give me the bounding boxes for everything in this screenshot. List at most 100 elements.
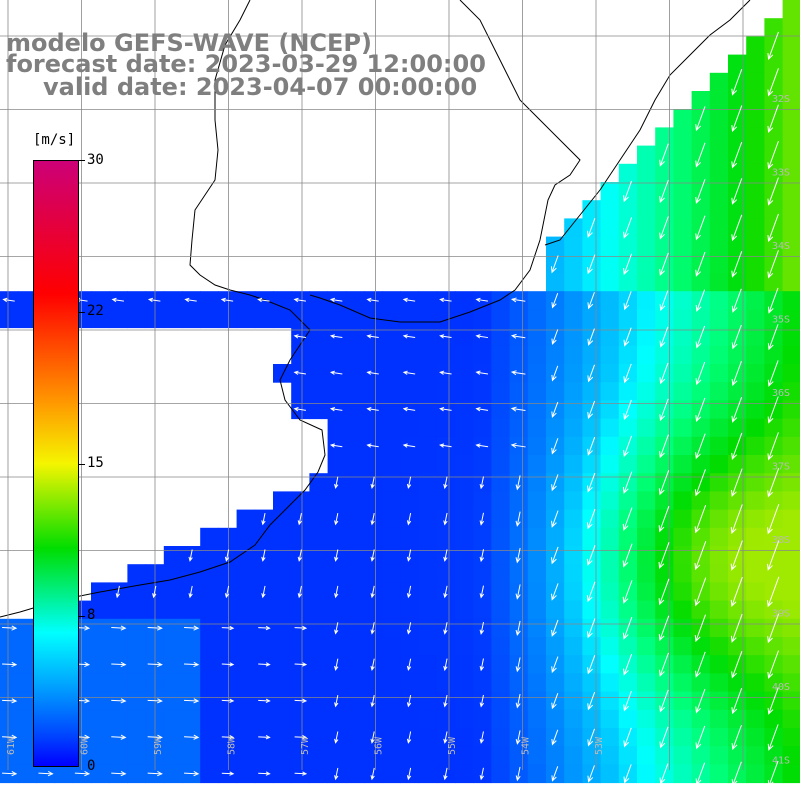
wind-cell bbox=[564, 236, 583, 256]
wind-cell bbox=[91, 673, 110, 693]
wind-arrow bbox=[731, 250, 743, 278]
wind-arrow bbox=[695, 142, 706, 168]
wind-cell bbox=[436, 527, 456, 547]
wind-cell bbox=[637, 345, 656, 365]
wind-cell bbox=[273, 309, 292, 329]
wind-cell bbox=[455, 764, 474, 784]
wind-cell bbox=[600, 655, 620, 674]
wind-cell bbox=[564, 455, 583, 474]
wind-cell bbox=[600, 546, 620, 565]
wind-cell bbox=[546, 491, 565, 511]
wind-cell bbox=[691, 709, 711, 729]
wind-cell bbox=[564, 382, 583, 401]
wind-cell bbox=[746, 218, 765, 238]
wind-cell bbox=[418, 291, 438, 310]
wind-cell bbox=[163, 728, 183, 747]
wind-cell bbox=[782, 509, 800, 529]
wind-cell bbox=[400, 600, 420, 620]
wind-arrow bbox=[659, 689, 669, 713]
wind-arrow bbox=[406, 549, 412, 562]
wind-cell bbox=[273, 728, 292, 747]
title-valid-date: valid date: 2023-04-07 00:00:00 bbox=[43, 73, 478, 101]
wind-arrow bbox=[402, 370, 416, 375]
wind-arrow bbox=[731, 69, 743, 96]
colorbar-tick-30: 30 bbox=[87, 152, 104, 168]
wind-cell bbox=[200, 564, 219, 583]
wind-cell bbox=[91, 600, 110, 620]
wind-cell bbox=[637, 218, 656, 238]
wind-arrow bbox=[658, 578, 670, 606]
wind-cell bbox=[600, 728, 620, 747]
wind-cell bbox=[564, 291, 583, 310]
wind-arrow bbox=[730, 540, 743, 571]
wind-arrow bbox=[329, 297, 343, 303]
wind-cell bbox=[18, 291, 37, 310]
wind-arrow bbox=[587, 691, 596, 711]
wind-cell bbox=[527, 691, 547, 711]
wind-cell bbox=[491, 582, 511, 602]
wind-cell bbox=[455, 327, 474, 347]
wind-arrow bbox=[551, 656, 559, 674]
wind-cell bbox=[273, 655, 292, 674]
wind-arrow bbox=[406, 585, 412, 599]
wind-cell bbox=[728, 309, 747, 329]
wind-cell bbox=[637, 309, 656, 329]
wind-arrow bbox=[731, 214, 743, 242]
wind-cell bbox=[746, 473, 765, 492]
wind-arrow bbox=[111, 297, 125, 303]
wind-arrow bbox=[695, 361, 706, 386]
wind-cell bbox=[564, 436, 583, 456]
lat-label: 32S bbox=[772, 94, 790, 105]
wind-cell bbox=[309, 527, 329, 547]
wind-arrow bbox=[587, 400, 596, 420]
wind-arrow bbox=[406, 622, 412, 635]
wind-arrow bbox=[622, 543, 633, 568]
coastline bbox=[0, 0, 751, 618]
wind-arrow bbox=[294, 662, 308, 667]
wind-arrow bbox=[623, 690, 632, 712]
wind-cell bbox=[491, 709, 511, 729]
wind-cell bbox=[782, 491, 800, 511]
wind-cell bbox=[764, 746, 784, 765]
wind-cell bbox=[163, 546, 183, 565]
wind-cell bbox=[582, 345, 602, 365]
wind-cell bbox=[418, 509, 438, 529]
wind-cell bbox=[91, 728, 110, 747]
colorbar-tick-mark bbox=[79, 616, 85, 617]
wind-arrow bbox=[294, 698, 308, 703]
wind-cell bbox=[709, 564, 729, 583]
wind-cell bbox=[491, 400, 511, 420]
wind-cell bbox=[127, 618, 147, 638]
wind-cell bbox=[527, 345, 547, 365]
wind-cell bbox=[327, 527, 347, 547]
wind-cell bbox=[527, 582, 547, 602]
wind-arrow bbox=[402, 443, 416, 448]
wind-arrow bbox=[38, 771, 54, 777]
wind-cell bbox=[728, 382, 747, 401]
wind-cell bbox=[546, 746, 565, 765]
wind-arrow bbox=[188, 549, 193, 562]
wind-cell bbox=[746, 36, 765, 56]
wind-cell bbox=[254, 600, 274, 620]
wind-cell bbox=[600, 200, 620, 219]
wind-arrow bbox=[659, 143, 669, 167]
wind-cell bbox=[746, 637, 765, 656]
wind-cell bbox=[709, 728, 729, 747]
wind-cell bbox=[455, 600, 474, 620]
wind-cell bbox=[782, 127, 800, 147]
wind-cell bbox=[473, 746, 492, 765]
wind-cell bbox=[691, 200, 711, 219]
wind-cell bbox=[455, 436, 474, 456]
wind-cell bbox=[546, 418, 565, 438]
wind-arrow bbox=[515, 547, 521, 564]
wind-cell bbox=[473, 637, 492, 656]
wind-cell bbox=[582, 527, 602, 547]
wind-cell bbox=[673, 291, 693, 310]
wind-cell bbox=[764, 273, 784, 292]
wind-cell bbox=[564, 473, 583, 492]
wind-cell bbox=[273, 709, 292, 729]
wind-cell bbox=[18, 618, 37, 638]
wind-cell bbox=[345, 455, 365, 474]
wind-cell bbox=[655, 455, 674, 474]
wind-cell bbox=[254, 527, 274, 547]
